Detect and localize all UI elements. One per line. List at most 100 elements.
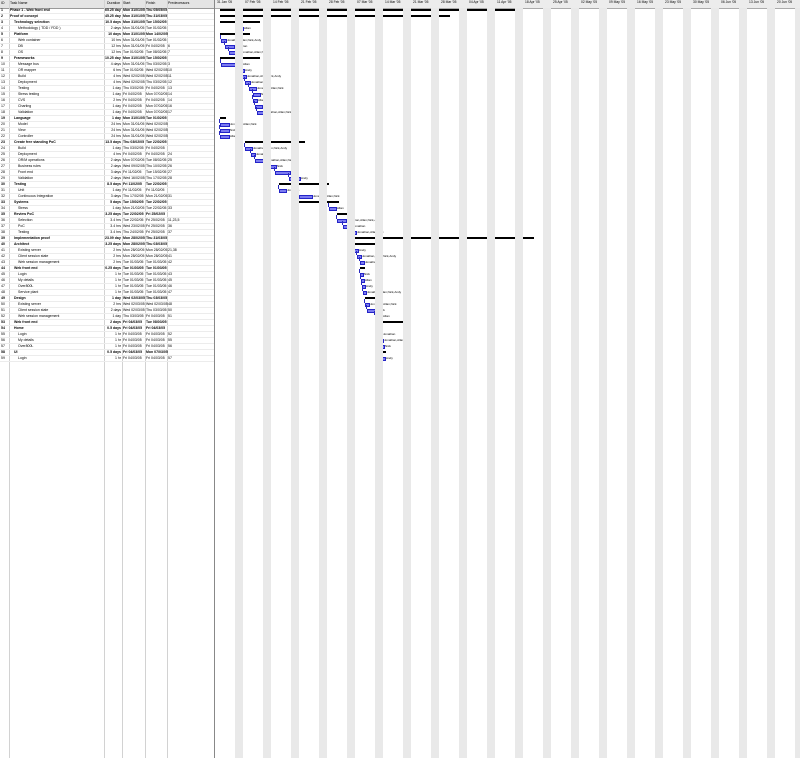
task-row[interactable]: 55 Login 1 hr Fri 04/03/05 Fri 04/03/05 52 (0, 332, 214, 338)
task-row[interactable]: 41 Existing server 2 hrs Mon 28/02/05 Mon 28… (0, 248, 214, 254)
task-row[interactable]: 22 Controller 24 hrs Mon 31/01/05 Wed 02/02/… (0, 134, 214, 140)
summary-bar[interactable] (245, 141, 305, 143)
task-row[interactable]: 16 CVS 2 hrs Fri 04/02/05 Fri 04/02/05 14 (0, 98, 214, 104)
task-row[interactable]: 39 Implementation proof 23.09 days Mon 28/0… (0, 236, 214, 242)
task-finish: Tue 01/03/05 (146, 266, 167, 270)
dependency-link (244, 77, 245, 81)
task-bar[interactable] (220, 123, 230, 127)
task-row[interactable]: 19 Language 1 day Mon 31/01/05 Tue 01/02/05 (0, 116, 214, 122)
col-finish-header[interactable]: Finish (146, 1, 156, 5)
task-row[interactable]: 13 Deployment 4 hrs Wed 02/02/05 Thu 03/02/0… (0, 80, 214, 86)
task-row[interactable]: 43 Web session management 2 hrs Tue 01/03/0… (0, 260, 214, 266)
task-row[interactable]: 42 Client session state 2 hrs Mon 28/02/05 M… (0, 254, 214, 260)
task-row[interactable]: 14 Testing 1 day Thu 03/02/05 Fri 04/02/05 13 (0, 86, 214, 92)
task-row[interactable]: 30 Testing 8.5 days Fri 11/02/05 Tue 22/02/0… (0, 182, 214, 188)
task-row[interactable]: 51 Client session state 2 days Wed 02/03/05… (0, 308, 214, 314)
task-row[interactable]: 57 Over800L 1 hr Fri 04/03/05 Fri 04/03/05 56 (0, 344, 214, 350)
task-row[interactable]: 46 My details 1 hr Tue 01/03/05 Tue 01/03/05… (0, 278, 214, 284)
task-bar[interactable] (299, 195, 313, 199)
col-name-header[interactable]: Task Name (10, 1, 28, 5)
task-row[interactable]: 1 Phase 1 - Web front end 65.25 days Mon 31… (0, 8, 214, 14)
summary-bar[interactable] (382, 351, 386, 353)
task-row[interactable]: 31 Unit 1 day Fri 11/02/05 Fri 11/02/05 (0, 188, 214, 194)
task-row[interactable]: 29 Validation 2 days Wed 16/02/05 Thu 17/02/… (0, 176, 214, 182)
task-bar[interactable] (245, 147, 253, 151)
task-row[interactable]: 38 Testing 3.4 hrs Thu 24/02/05 Fri 25/02/05… (0, 230, 214, 236)
task-name: Home (14, 326, 24, 330)
task-row[interactable]: 50 Existing server 2 hrs Wed 02/03/05 Wed 02… (0, 302, 214, 308)
summary-bar[interactable] (337, 213, 355, 215)
task-bar[interactable] (251, 153, 256, 157)
summary-bar[interactable] (354, 237, 534, 239)
task-row[interactable]: 40 Architect 3.25 days Mon 28/02/05 Thu 03/0… (0, 242, 214, 248)
task-row[interactable]: 23 Create free standing PoC 13.5 days Thu 0… (0, 140, 214, 146)
task-row[interactable]: 48 Service plant 1 hr Tue 01/03/05 Tue 01/03… (0, 290, 214, 296)
task-row[interactable]: 54 Home 0.5 days Fri 04/03/05 Fri 04/03/05 (0, 326, 214, 332)
task-row[interactable]: 5 Platform 10 days Mon 31/01/05 Mon 14/02/05 (0, 32, 214, 38)
task-row[interactable]: 17 Charting 1 day Fri 04/02/05 Mon 07/02/05 1… (0, 104, 214, 110)
task-row[interactable]: 27 Business rules 2 days Wed 09/02/05 Thu 10… (0, 164, 214, 170)
col-predecessors-header[interactable]: Predecessors (168, 1, 190, 5)
task-bar[interactable] (255, 105, 263, 109)
task-row[interactable]: 36 Selection 3.4 hrs Tue 22/02/05 Fri 25/02/… (0, 218, 214, 224)
task-bar[interactable] (360, 261, 365, 265)
summary-bar[interactable] (220, 9, 518, 11)
task-row[interactable]: 58 UI 0.5 days Fri 04/03/05 Mon 07/03/05 (0, 350, 214, 356)
task-row[interactable]: 52 Web session management 1 day Thu 03/03/0… (0, 314, 214, 320)
task-row[interactable]: 6 Web container 10 hrs Mon 31/01/05 Tue 01/0… (0, 38, 214, 44)
summary-bar[interactable] (354, 243, 379, 245)
task-bar[interactable] (220, 135, 230, 139)
task-row[interactable]: 47 Over800L 1 hr Tue 01/03/05 Tue 01/03/05 46 (0, 284, 214, 290)
task-bar[interactable] (365, 303, 370, 307)
task-row[interactable]: 15 Stress testing 1 day Fri 04/02/05 Mon 07/… (0, 92, 214, 98)
task-finish: Fri 25/02/05 (146, 224, 165, 228)
task-bar[interactable] (253, 99, 258, 103)
summary-bar[interactable] (379, 321, 404, 323)
summary-bar[interactable] (365, 297, 375, 299)
task-row[interactable]: 49 Design 1 day Wed 02/03/05 Thu 03/03/05 (0, 296, 214, 302)
col-duration-header[interactable]: Duration (107, 1, 121, 5)
task-bar[interactable] (220, 129, 230, 133)
task-finish: Thu 31/03/05 (146, 14, 168, 18)
task-bar[interactable] (329, 207, 337, 211)
task-bar[interactable] (249, 87, 257, 91)
task-row[interactable]: 33 Systems 5 days Tue 15/02/05 Tue 22/02/05 (0, 200, 214, 206)
task-bar[interactable] (253, 93, 261, 97)
summary-bar[interactable] (360, 267, 365, 269)
task-row[interactable]: 59 Login 1 hr Fri 04/03/05 Fri 04/03/05 57 (0, 356, 214, 362)
task-row[interactable]: 3 Technology selection 10.5 days Mon 31/01/… (0, 20, 214, 26)
summary-bar[interactable] (220, 15, 450, 17)
col-id-header[interactable]: ID (1, 1, 5, 5)
task-bar[interactable] (275, 171, 291, 175)
task-row[interactable]: 45 Login 1 hr Tue 01/03/05 Tue 01/03/05 43 (0, 272, 214, 278)
task-row[interactable]: 11 OR mapper 6 hrs Tue 01/02/05 Wed 02/02/05… (0, 68, 214, 74)
task-row[interactable]: 18 Validation 1 day Fri 04/02/05 Mon 07/02/0… (0, 110, 214, 116)
task-row[interactable]: 24 Build 1 day Thu 03/02/05 Fri 04/02/05 (0, 146, 214, 152)
task-bar[interactable] (279, 189, 287, 193)
task-row[interactable]: 34 Stress 1 day Mon 21/02/05 Tue 22/02/05 33 (0, 206, 214, 212)
col-start-header[interactable]: Start (123, 1, 131, 5)
task-row[interactable]: 7 DB 12 hrs Mon 31/01/05 Fri 04/02/05 6 (0, 44, 214, 50)
summary-bar[interactable] (279, 183, 329, 185)
task-row[interactable]: 21 View 24 hrs Mon 31/01/05 Wed 02/02/05 (0, 128, 214, 134)
task-bar[interactable] (225, 45, 235, 49)
task-row[interactable]: 56 My details 1 hr Fri 04/03/05 Fri 04/03/05… (0, 338, 214, 344)
task-row[interactable]: 2 Proof of concept 45.25 days Mon 31/01/05 T… (0, 14, 214, 20)
task-row[interactable]: 25 Deployment 4 hrs Fri 04/02/05 Fri 04/02/0… (0, 152, 214, 158)
task-row[interactable]: 44 Web front end 0.25 days Tue 01/03/05 Tue … (0, 266, 214, 272)
task-row[interactable]: 28 Front end 3 days Fri 11/02/05 Tue 15/02/0… (0, 170, 214, 176)
task-row[interactable]: 53 Web front end 2 days Fri 04/03/05 Tue 08/… (0, 320, 214, 326)
task-row[interactable]: 10 Message bus 4 days Mon 31/01/05 Thu 03/02… (0, 62, 214, 68)
task-row[interactable]: 32 Continuous Integration 3 days Thu 17/02/… (0, 194, 214, 200)
task-row[interactable]: 20 Model 24 hrs Mon 31/01/05 Wed 02/02/05 (0, 122, 214, 128)
task-row[interactable]: 12 Build 4 hrs Wed 02/02/05 Wed 02/02/05 11 (0, 74, 214, 80)
summary-bar[interactable] (220, 117, 226, 119)
task-bar[interactable] (363, 291, 367, 295)
task-row[interactable]: 8 OS 12 hrs Tue 01/02/05 Tue 08/02/05 7 (0, 50, 214, 56)
task-row[interactable]: 26 OR/M operations 2 days Mon 07/02/05 Tue 0… (0, 158, 214, 164)
task-row[interactable]: 35 Review PoC 3.25 days Tue 22/02/05 Fri 25/… (0, 212, 214, 218)
task-row[interactable]: 37 PoC 3.4 hrs Wed 23/02/05 Fri 25/02/05 36 (0, 224, 214, 230)
weekend-shading (403, 8, 411, 758)
task-row[interactable]: 9 Frameworks 10.25 days Mon 31/01/05 Tue 15/… (0, 56, 214, 62)
task-row[interactable]: 4 Methodology ( TDD / FDD ) 2 days Mon 31/0… (0, 26, 214, 32)
